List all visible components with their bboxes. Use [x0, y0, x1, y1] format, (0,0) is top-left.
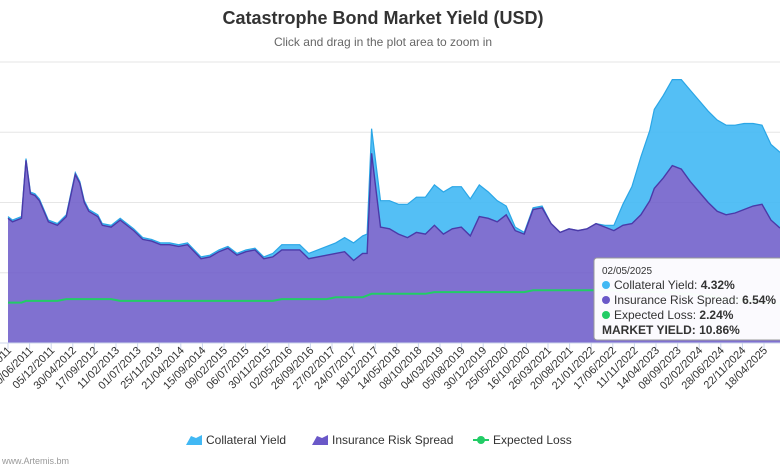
- series-collateral-yield-area[interactable]: [8, 79, 780, 261]
- tooltip-date: 02/05/2025: [602, 266, 652, 277]
- tooltip-market-yield: MARKET YIELD: 10.86%: [602, 323, 740, 337]
- legend-symbol: [186, 435, 202, 445]
- legend-label: Collateral Yield: [206, 433, 286, 447]
- series-insurance-risk-spread-area[interactable]: [8, 153, 780, 343]
- chart-title: Catastrophe Bond Market Yield (USD): [222, 8, 543, 28]
- legend-marker: [477, 436, 485, 444]
- legend-symbol: [312, 435, 328, 445]
- legend[interactable]: Collateral Yield Insurance Risk Spread Exp…: [186, 433, 572, 447]
- tooltip-series-marker: [602, 296, 610, 304]
- tooltip-box: [593, 257, 780, 341]
- legend-item[interactable]: Collateral Yield: [186, 433, 286, 447]
- tooltip-series-marker: [602, 281, 610, 289]
- tooltip-row: Insurance Risk Spread: 6.54%: [614, 293, 776, 307]
- credit-text[interactable]: www.Artemis.bm: [1, 456, 69, 466]
- x-axis: 20/02/201130/06/201105/12/201130/04/2012…: [0, 342, 780, 392]
- legend-label: Insurance Risk Spread: [332, 433, 453, 447]
- tooltip-row: Expected Loss: 2.24%: [614, 308, 734, 322]
- series-insurance-risk-spread-line: [7, 153, 780, 262]
- legend-item[interactable]: Expected Loss: [473, 433, 572, 447]
- chart-subtitle: Click and drag in the plot area to zoom …: [274, 35, 492, 49]
- tooltip-row: Collateral Yield: 4.32%: [614, 278, 735, 292]
- legend-item[interactable]: Insurance Risk Spread: [312, 433, 453, 447]
- series-collateral-yield-line: [7, 79, 780, 258]
- tooltip-series-marker: [602, 311, 610, 319]
- legend-label: Expected Loss: [493, 433, 572, 447]
